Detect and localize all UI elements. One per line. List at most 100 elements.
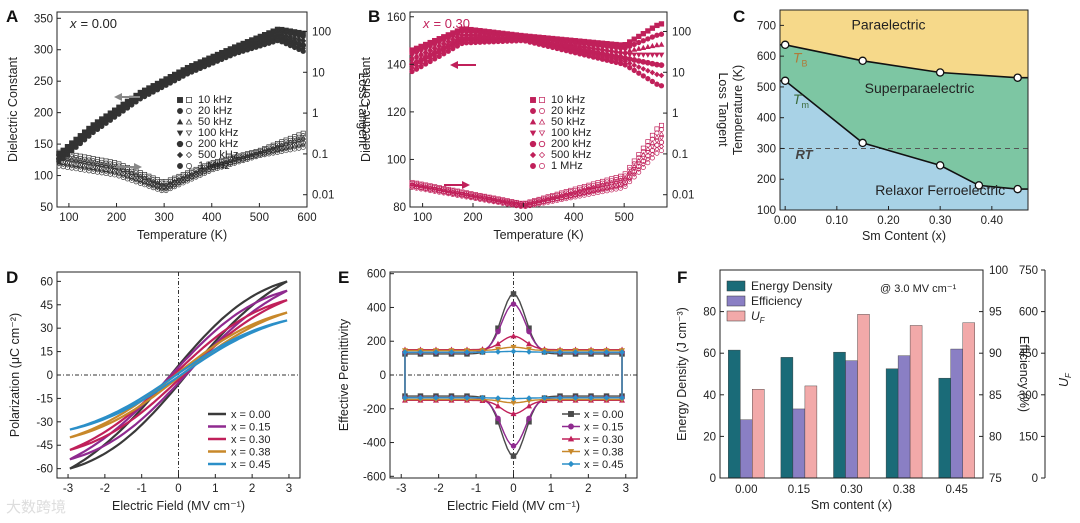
legend-label-sub: F (760, 316, 766, 325)
permittivity-point (645, 36, 651, 42)
permittivity-point (500, 38, 506, 44)
superparaelectric-region (780, 44, 1028, 190)
loss-point (545, 199, 551, 205)
permittivity-point (300, 48, 306, 54)
legend-filled-marker (530, 97, 536, 103)
permittivity-point (549, 44, 556, 51)
E-ytick-label: 0 (380, 370, 386, 382)
loss-point (150, 185, 156, 191)
loss-point (640, 145, 646, 151)
F-y3-axis-title: UF (1057, 372, 1073, 387)
permittivity-point (631, 36, 637, 42)
legend-filled-marker (176, 140, 184, 148)
loss-point (659, 148, 664, 154)
permittivity-point (654, 61, 660, 68)
loss-point (112, 172, 118, 178)
permittivity-point (640, 73, 646, 79)
E-ytick-label: -600 (363, 471, 386, 483)
F-y-axis-title: Energy Density (J cm⁻³) (675, 307, 689, 441)
permittivity-point (163, 82, 169, 88)
loss-point (595, 190, 601, 196)
permittivity-point (111, 114, 118, 120)
tm-point (1013, 184, 1022, 194)
loss-point (622, 184, 628, 189)
loss-point (636, 161, 642, 167)
watermark: 大数跨境 (6, 498, 67, 516)
permittivity-point (236, 49, 242, 56)
legend-label: 1 MHz (198, 160, 230, 172)
loss-point (441, 190, 447, 196)
permittivity-point (645, 67, 651, 74)
permittivity-point (640, 66, 647, 72)
C-ytick-label: 100 (757, 205, 776, 217)
legend-open-marker (185, 118, 193, 125)
permittivity-point (270, 39, 276, 45)
loss-point (572, 190, 578, 196)
D-x-axis-title: Electric Field (MV cm⁻¹) (112, 499, 245, 513)
loss-point (491, 199, 497, 205)
permittivity-point (491, 39, 497, 45)
loss-point (236, 159, 242, 165)
permittivity-point (658, 21, 665, 27)
loss-point (176, 178, 182, 184)
permittivity-point (513, 38, 519, 44)
E-xtick-label: -3 (396, 483, 406, 495)
permittivity-point (595, 55, 601, 61)
loss-point (210, 164, 216, 169)
permittivity-point (577, 51, 583, 57)
permittivity-point (654, 22, 660, 29)
loss-point (90, 166, 96, 172)
loss-point (210, 167, 216, 173)
loss-point (185, 178, 190, 184)
D-ytick-label: 60 (40, 276, 53, 288)
left-arrow-head (114, 93, 122, 101)
B-y2-axis-title: Loss Tangent (716, 72, 730, 147)
C-xtick-label: 0.20 (877, 215, 899, 227)
loss-point (645, 145, 651, 151)
B-ytick-label: 140 (387, 59, 406, 71)
panel-a-axes: 100 200 300 400 500 6005010015020025030035010… (6, 13, 370, 242)
permittivity-point (409, 68, 415, 75)
loss-point (129, 175, 135, 182)
loss-point (450, 192, 456, 198)
F-xtick-label: 0.38 (893, 484, 915, 496)
loss-point (649, 147, 656, 154)
loss-point (189, 175, 195, 181)
loss-point (155, 186, 160, 192)
loss-point (654, 139, 660, 144)
legend-label: 50 kHz (198, 116, 232, 128)
panel-c: C Paraelectric Superparaelectric Relaxor F… (731, 7, 1029, 243)
A-ytick-label: 50 (40, 202, 53, 214)
permittivity-point (645, 28, 651, 34)
legend-filled-marker (177, 163, 183, 169)
loss-point (636, 169, 642, 175)
loss-point (645, 139, 651, 145)
permittivity-point (206, 62, 212, 68)
F-xtick-label: 0.45 (946, 484, 968, 496)
legend-marker (567, 460, 575, 468)
loss-point (193, 171, 199, 177)
loss-point (468, 195, 474, 201)
loss-point (219, 161, 225, 167)
E-ytick-label: 600 (367, 269, 386, 281)
loss-point (249, 155, 255, 161)
permittivity-point (146, 91, 152, 97)
loss-point (227, 159, 234, 165)
B-x-axis-title: Temperature (K) (493, 228, 583, 242)
legend-label: 50 kHz (551, 116, 585, 128)
loss-point (559, 197, 565, 203)
permittivity-point (527, 39, 533, 45)
permittivity-point (445, 48, 451, 54)
permittivity-point (422, 61, 429, 67)
loss-point (296, 134, 302, 140)
permittivity-point (495, 340, 501, 347)
legend-filled-marker (177, 97, 183, 103)
region-label: Superparaelectric (865, 80, 975, 96)
legend-label: 10 kHz (198, 94, 232, 106)
permittivity-point (448, 394, 455, 401)
loss-point (197, 166, 203, 172)
loss-point (167, 184, 173, 190)
loss-point (495, 200, 501, 206)
loss-point (184, 177, 191, 183)
F-y3-axis-title-sub: F (1064, 372, 1073, 378)
